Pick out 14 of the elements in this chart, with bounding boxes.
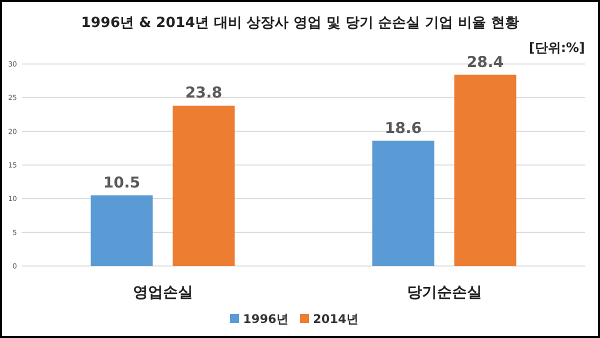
chart-title: 1996년 & 2014년 대비 상장사 영업 및 당기 순손실 기업 비율 현황 — [81, 15, 519, 31]
legend-label: 1996년 — [243, 312, 288, 326]
bar — [454, 74, 516, 266]
data-label: 18.6 — [384, 118, 422, 137]
bar — [90, 195, 153, 266]
chart-subtitle: [단위:%] — [528, 41, 585, 56]
bar — [172, 106, 235, 266]
x-tick-label: 당기순손실 — [406, 283, 482, 301]
bar — [372, 140, 434, 266]
legend-label: 2014년 — [313, 312, 358, 326]
data-label: 10.5 — [103, 173, 140, 192]
data-label: 23.8 — [185, 84, 222, 102]
data-label: 28.4 — [466, 52, 504, 71]
x-tick-label: 영업손실 — [132, 283, 193, 301]
